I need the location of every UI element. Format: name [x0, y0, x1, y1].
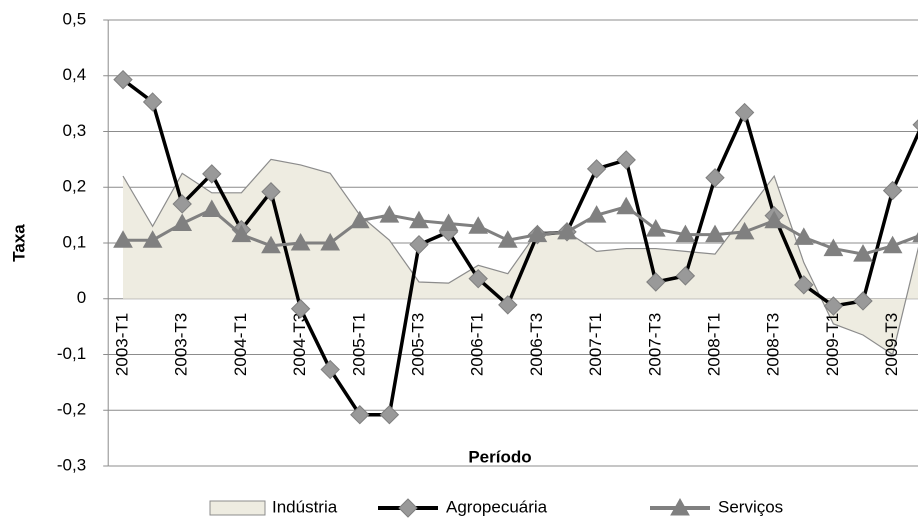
- x-tick-label: 2004-T3: [290, 313, 309, 376]
- x-tick-label: 2003-T1: [112, 313, 131, 376]
- area: [123, 159, 918, 355]
- y-tick-label: 0: [77, 288, 86, 307]
- y-tick-label: 0,1: [63, 232, 87, 251]
- marker: [527, 224, 548, 243]
- y-tick-label: -0,3: [57, 455, 86, 474]
- x-tick-label: 2003-T3: [172, 313, 191, 376]
- marker: [734, 102, 755, 123]
- marker: [261, 235, 281, 254]
- marker: [734, 221, 755, 240]
- legend-label: Serviços: [718, 497, 783, 516]
- marker: [670, 497, 690, 516]
- marker: [349, 210, 370, 229]
- x-tick-label: 2008-T1: [704, 313, 723, 376]
- x-tick-label: 2007-T1: [586, 313, 605, 376]
- marker: [705, 224, 725, 243]
- marker: [398, 498, 418, 518]
- y-tick-label: -0,1: [57, 344, 86, 363]
- marker: [497, 230, 518, 248]
- marker: [793, 227, 814, 245]
- marker: [290, 232, 311, 251]
- marker: [823, 238, 844, 257]
- x-tick-label: 2009-T1: [823, 313, 842, 376]
- marker: [113, 69, 133, 90]
- marker: [645, 219, 666, 237]
- legend-swatch: [209, 500, 266, 516]
- y-axis-title: Taxa: [9, 224, 28, 262]
- legend-label: Agropecuária: [446, 497, 548, 516]
- x-tick-label: 2006-T1: [468, 313, 487, 376]
- y-tick-label: 0,5: [63, 9, 87, 28]
- marker: [113, 230, 133, 248]
- marker: [557, 221, 577, 240]
- legend-label: Indústria: [272, 497, 338, 516]
- marker: [853, 291, 873, 311]
- marker: [675, 266, 696, 286]
- marker: [823, 296, 844, 316]
- y-tick-label: -0,2: [57, 400, 86, 419]
- marker: [912, 119, 918, 131]
- marker: [468, 216, 489, 234]
- marker: [172, 194, 192, 214]
- marker: [498, 295, 518, 315]
- marker: [231, 224, 252, 243]
- marker: [409, 210, 429, 229]
- marker: [142, 92, 163, 112]
- marker: [290, 299, 311, 319]
- x-tick-label: 2004-T1: [231, 313, 250, 376]
- marker: [379, 205, 400, 223]
- marker: [675, 224, 696, 243]
- marker: [320, 232, 341, 251]
- marker: [409, 234, 429, 255]
- marker: [764, 210, 785, 229]
- y-tick-label: 0,3: [63, 121, 87, 140]
- y-tick-label: 0,2: [63, 177, 87, 196]
- marker: [379, 405, 400, 425]
- marker: [142, 230, 163, 248]
- marker: [201, 199, 222, 218]
- marker: [586, 159, 607, 179]
- x-tick-label: 2007-T3: [645, 313, 664, 376]
- marker: [202, 164, 222, 184]
- marker: [468, 268, 488, 289]
- marker: [646, 272, 666, 292]
- marker: [320, 359, 340, 380]
- y-tick-label: 0,4: [63, 65, 87, 84]
- marker: [172, 213, 193, 231]
- marker: [616, 196, 637, 215]
- x-tick-label: 2006-T3: [527, 313, 546, 376]
- x-tick-label: 2005-T3: [408, 313, 427, 376]
- marker: [586, 205, 607, 223]
- marker: [853, 244, 873, 262]
- marker: [261, 182, 281, 202]
- area-outline: [122, 158, 918, 356]
- marker: [438, 213, 459, 231]
- line: [121, 78, 918, 417]
- marker: [705, 168, 725, 188]
- marker: [616, 150, 636, 170]
- marker: [882, 235, 903, 254]
- x-tick-label: 2005-T1: [349, 313, 368, 376]
- marker: [350, 405, 370, 425]
- marker: [794, 275, 814, 295]
- x-tick-label: 2008-T3: [764, 313, 783, 376]
- x-axis-title: Período: [468, 447, 531, 466]
- x-tick-label: 2009-T3: [882, 313, 901, 376]
- marker: [882, 180, 903, 201]
- line: [123, 205, 918, 256]
